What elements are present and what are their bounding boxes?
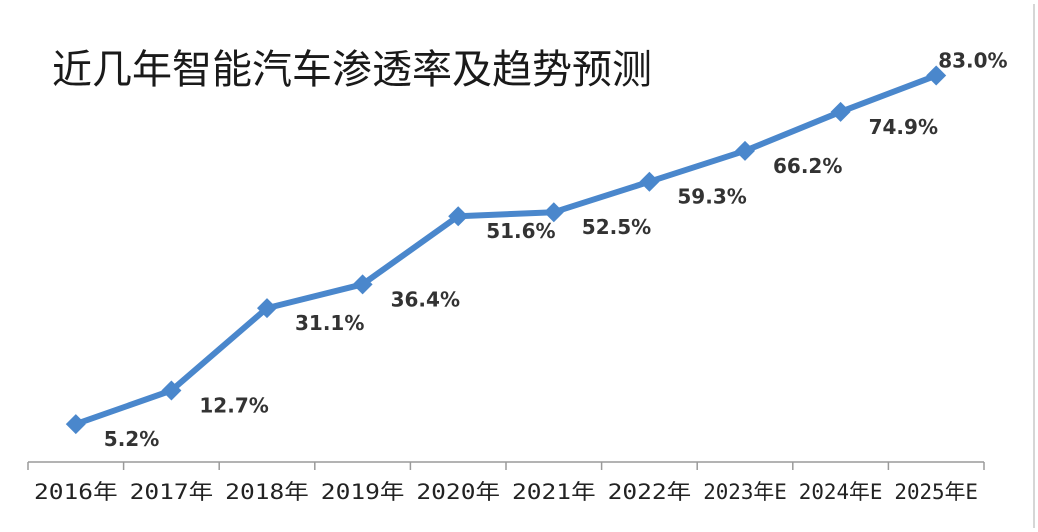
x-tick-label: 2019年 xyxy=(321,480,405,504)
data-label: 83.0% xyxy=(938,49,1007,73)
series-line xyxy=(72,72,940,428)
data-point-marker xyxy=(352,274,373,295)
data-point-marker xyxy=(161,380,182,401)
x-tick-labels: 2016年 2017年 2018年 2019年 2020年 2021年 2022年 2023年… xyxy=(34,480,978,504)
data-point-marker xyxy=(830,101,851,122)
data-point-marker xyxy=(65,414,86,435)
x-tick-label: 2016年 xyxy=(34,480,118,504)
data-point-marker xyxy=(257,298,277,319)
chart-title: 近几年智能汽车渗透率及趋势预测 xyxy=(52,47,652,93)
data-label: 74.9% xyxy=(869,115,938,139)
data-label: 31.1% xyxy=(295,311,364,335)
data-label: 12.7% xyxy=(199,394,268,418)
data-label: 5.2% xyxy=(104,427,159,451)
data-label: 52.5% xyxy=(582,215,651,239)
data-label: 59.3% xyxy=(677,185,746,209)
x-tick-label: 2017年 xyxy=(130,480,214,504)
x-axis xyxy=(27,461,985,470)
x-tick-label: 2018年 xyxy=(225,480,309,504)
series xyxy=(65,65,947,435)
data-label: 51.6% xyxy=(486,219,555,243)
data-point-marker xyxy=(639,171,660,192)
data-point-marker xyxy=(448,206,469,227)
x-tick-label: 2023年E xyxy=(703,480,787,504)
x-tick-label: 2022年 xyxy=(608,480,692,504)
data-point-marker xyxy=(735,140,755,161)
data-point-marker xyxy=(543,202,564,223)
x-tick-label: 2024年E xyxy=(799,480,883,504)
data-label: 36.4% xyxy=(391,287,460,311)
data-labels: 5.2% 12.7% 31.1% 36.4% 51.6% 52.5% 59.3% 66.2% 7… xyxy=(104,49,1008,452)
x-tick-label: 2021年 xyxy=(512,480,596,504)
data-label: 66.2% xyxy=(773,154,842,178)
x-tick-label: 2025年E xyxy=(894,480,978,504)
x-tick-label: 2020年 xyxy=(416,480,500,504)
data-point-marker xyxy=(926,65,947,86)
